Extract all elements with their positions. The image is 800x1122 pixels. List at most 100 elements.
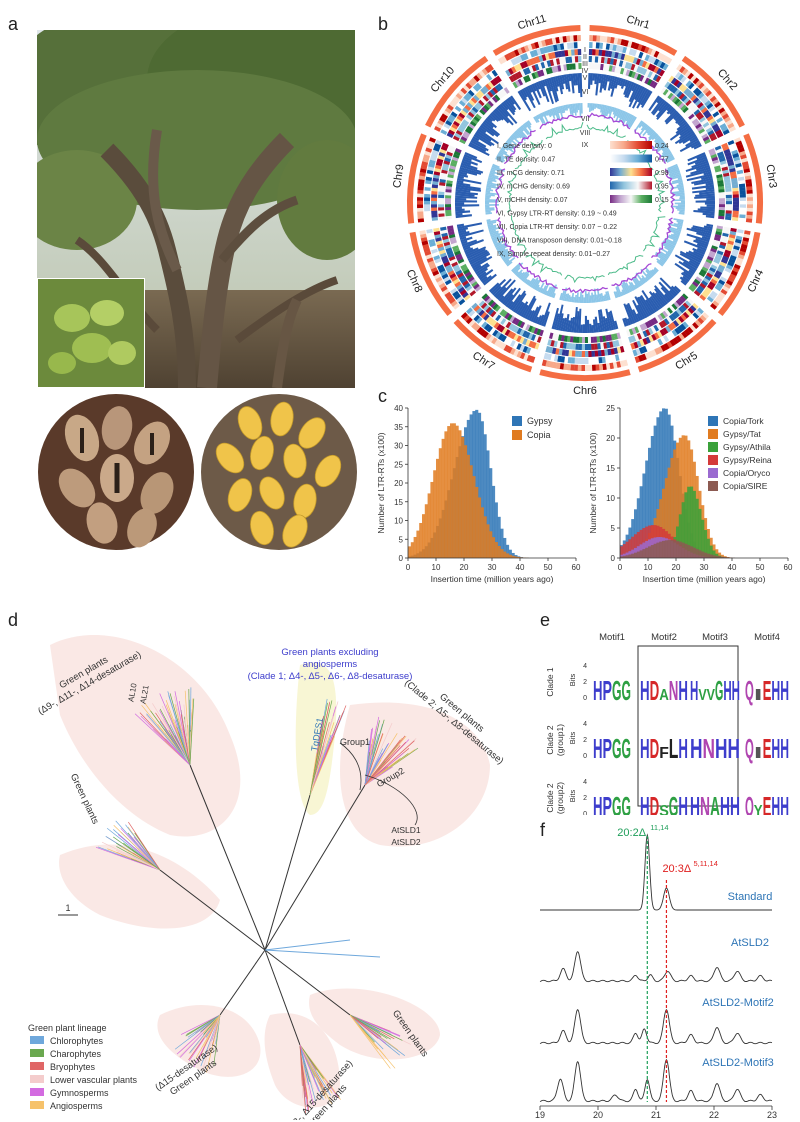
heat-cell — [688, 113, 695, 120]
copia-track — [560, 290, 565, 301]
heat-cell — [584, 350, 589, 358]
heat-cell — [728, 164, 736, 170]
heat-cell — [702, 277, 710, 284]
copia-track — [488, 176, 496, 181]
heat-cell — [574, 49, 579, 56]
copia-track — [498, 151, 504, 156]
heat-cell — [552, 361, 558, 369]
heat-cell — [424, 210, 431, 215]
heat-cell — [662, 88, 669, 96]
heat-cell — [510, 332, 517, 340]
histogram-bar — [458, 430, 462, 558]
gypsy-track — [610, 76, 618, 97]
heat-cell — [491, 96, 499, 103]
gypsy-track — [467, 249, 488, 262]
heat-cell — [548, 52, 553, 60]
panel-letter-b: b — [378, 14, 389, 34]
heat-cell — [448, 114, 456, 121]
copia-track — [654, 253, 667, 263]
heat-cell — [437, 119, 445, 126]
copia-track — [670, 233, 680, 239]
heat-cell — [725, 216, 732, 221]
copia-track — [529, 278, 536, 288]
heat-cell — [527, 325, 534, 333]
heat-cell — [522, 338, 528, 345]
heat-cell — [729, 273, 737, 280]
heat-cell — [591, 56, 596, 63]
heat-cell — [707, 92, 715, 100]
gypsy-track — [538, 314, 545, 326]
histogram-bar — [690, 546, 694, 558]
heat-cell — [434, 125, 442, 132]
copia-track — [615, 286, 621, 298]
heat-cell — [477, 90, 485, 97]
heat-cell — [445, 247, 453, 253]
heat-cell — [516, 350, 523, 358]
heat-cell — [445, 206, 452, 211]
heat-cell — [480, 311, 488, 319]
legend-swatch — [512, 430, 522, 440]
group2-bracket — [364, 774, 418, 826]
motif-letter: Q — [745, 733, 754, 764]
gypsy-track — [631, 82, 637, 92]
heat-cell — [718, 264, 726, 271]
heat-cell — [716, 267, 724, 274]
copia-track — [641, 122, 646, 128]
heat-cell — [519, 62, 526, 69]
heat-cell — [526, 354, 532, 362]
heat-cell — [465, 317, 473, 325]
heat-cell — [701, 291, 709, 299]
copia-track — [485, 207, 495, 210]
copia-track — [521, 270, 531, 282]
heat-cell — [680, 95, 688, 102]
heat-cell — [716, 294, 724, 302]
heat-cell — [636, 66, 642, 73]
gypsy-track — [475, 130, 492, 142]
heat-cell — [672, 320, 680, 327]
heat-cell — [718, 107, 726, 114]
heat-cell — [705, 258, 713, 265]
copia-track — [599, 293, 603, 302]
heat-cell — [725, 279, 733, 286]
copia-track — [581, 294, 584, 303]
gypsy-track — [497, 105, 509, 118]
heat-cell — [746, 193, 753, 198]
heat-cell — [563, 363, 568, 371]
gypsy-track — [624, 317, 630, 327]
gypsy-track — [477, 128, 499, 145]
heat-cell — [647, 63, 654, 71]
copia-track — [592, 103, 595, 111]
heat-cell — [421, 240, 429, 246]
heat-cell — [482, 331, 489, 339]
copia-track — [533, 116, 538, 124]
copia-track — [668, 173, 682, 179]
heat-cell — [695, 276, 703, 283]
copia-track — [491, 234, 501, 240]
histogram-bar — [497, 545, 501, 558]
histogram-bar — [447, 426, 451, 558]
copia-track — [583, 297, 585, 303]
heat-cell — [562, 36, 567, 43]
heat-cell — [725, 194, 732, 199]
copia-track — [489, 229, 497, 234]
heat-cell — [484, 93, 492, 100]
gypsy-track — [457, 173, 469, 178]
heat-cell — [462, 84, 470, 92]
histogram-bar — [514, 556, 518, 558]
gypsy-track — [586, 319, 590, 333]
gypsy-track — [455, 193, 475, 197]
heat-cell — [494, 305, 501, 312]
heat-cell — [733, 263, 741, 270]
heat-cell — [661, 319, 668, 327]
heat-cell — [562, 342, 567, 349]
heat-cell — [718, 207, 725, 211]
gypsy-track — [632, 299, 644, 321]
heat-cell — [616, 361, 622, 368]
heat-cell — [519, 344, 525, 352]
gypsy-track — [632, 86, 645, 109]
motif-letter: P — [603, 733, 613, 764]
heat-cell — [687, 317, 695, 324]
copia-track — [505, 256, 516, 266]
clade-2-branch — [364, 739, 401, 786]
clade-1-branch — [309, 702, 328, 796]
